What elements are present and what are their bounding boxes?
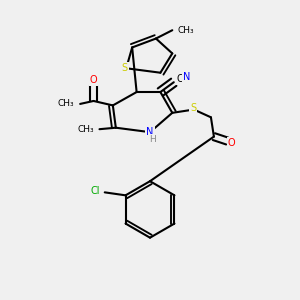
Text: N: N [184,72,191,82]
Text: O: O [90,75,97,85]
Text: S: S [122,63,128,73]
Text: CH₃: CH₃ [77,125,94,134]
Text: Cl: Cl [91,186,100,196]
Text: S: S [190,103,196,113]
Text: CH₃: CH₃ [58,99,74,108]
Text: N: N [146,127,154,137]
Text: CH₃: CH₃ [178,26,194,35]
Text: O: O [228,138,236,148]
Text: H: H [150,135,156,144]
Text: C: C [176,74,183,84]
